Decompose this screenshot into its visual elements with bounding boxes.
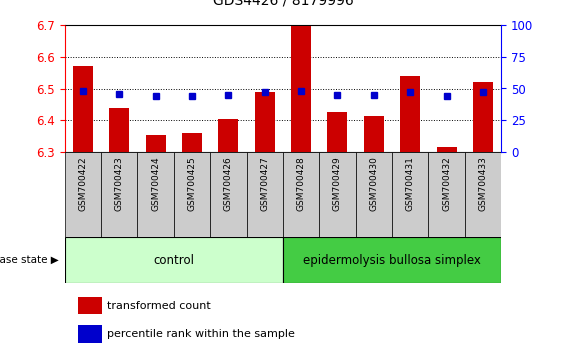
Bar — [428, 152, 464, 237]
Text: GSM700429: GSM700429 — [333, 156, 342, 211]
Text: disease state ▶: disease state ▶ — [0, 255, 59, 265]
Text: GSM700424: GSM700424 — [151, 156, 160, 211]
Bar — [473, 82, 493, 152]
Bar — [78, 297, 102, 314]
Bar — [65, 152, 101, 237]
Bar — [392, 152, 428, 237]
Text: GSM700425: GSM700425 — [187, 156, 196, 211]
Text: GSM700426: GSM700426 — [224, 156, 233, 211]
Bar — [182, 133, 202, 152]
Bar — [319, 152, 356, 237]
Text: GSM700427: GSM700427 — [260, 156, 269, 211]
Bar — [328, 112, 347, 152]
Bar — [464, 152, 501, 237]
Text: GDS4426 / 8179996: GDS4426 / 8179996 — [213, 0, 354, 7]
Bar — [73, 66, 93, 152]
Bar — [283, 237, 501, 283]
Text: GSM700428: GSM700428 — [297, 156, 306, 211]
Bar — [210, 152, 247, 237]
Text: GSM700422: GSM700422 — [78, 156, 87, 211]
Text: transformed count: transformed count — [106, 301, 210, 310]
Bar — [101, 152, 137, 237]
Bar — [137, 152, 174, 237]
Text: GSM700431: GSM700431 — [406, 156, 415, 211]
Bar — [218, 119, 238, 152]
Bar — [174, 152, 210, 237]
Bar — [65, 237, 283, 283]
Text: GSM700423: GSM700423 — [115, 156, 124, 211]
Bar — [254, 92, 275, 152]
Text: GSM700433: GSM700433 — [479, 156, 488, 211]
Bar — [356, 152, 392, 237]
Text: GSM700432: GSM700432 — [442, 156, 451, 211]
Bar — [364, 115, 384, 152]
Bar — [146, 135, 166, 152]
Text: percentile rank within the sample: percentile rank within the sample — [106, 329, 294, 339]
Text: control: control — [153, 254, 194, 267]
Bar — [109, 108, 129, 152]
Bar — [78, 325, 102, 343]
Text: GSM700430: GSM700430 — [369, 156, 378, 211]
Bar — [283, 152, 319, 237]
Bar — [436, 147, 457, 152]
Bar — [291, 26, 311, 152]
Text: epidermolysis bullosa simplex: epidermolysis bullosa simplex — [303, 254, 481, 267]
Bar — [400, 76, 420, 152]
Bar — [247, 152, 283, 237]
